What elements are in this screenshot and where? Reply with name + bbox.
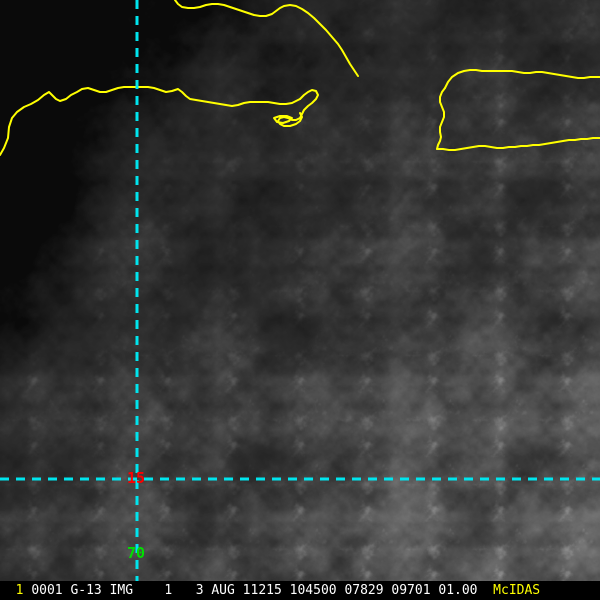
coastline-hispaniola-north — [0, 86, 301, 156]
field-element: 09701 — [391, 583, 431, 598]
latlon-grid-layer — [0, 0, 600, 581]
satellite-raster — [0, 0, 600, 581]
image-annotation-bar: 1 0001 G-13 IMG 1 3 AUG 11215 104500 078… — [0, 581, 600, 600]
coastline-hispaniola-east — [277, 89, 319, 127]
coastline-puertorico-west — [436, 87, 446, 150]
field-time: 104500 — [289, 583, 337, 598]
coastline-puertorico-south — [436, 137, 600, 151]
longitude-label: 70 — [127, 544, 146, 562]
frame-number: 1 — [15, 583, 24, 598]
map-vector-overlay — [0, 0, 600, 581]
field-line: 07829 — [344, 583, 384, 598]
field-day: 3 — [195, 583, 204, 598]
field-satellite: G-13 — [70, 583, 102, 598]
coastline-puertorico-north — [444, 69, 600, 89]
coastline-hispaniola-northshore — [174, 0, 359, 77]
satellite-image-canvas — [0, 0, 600, 581]
coastline-layer — [0, 0, 600, 156]
field-month: AUG — [211, 583, 235, 598]
field-type: IMG — [109, 583, 134, 598]
field-band: 1 — [164, 583, 173, 598]
field-julian-date: 11215 — [242, 583, 282, 598]
field-station-id: 0001 — [31, 583, 63, 598]
latitude-label: 15 — [127, 469, 146, 487]
field-resolution: 01.00 — [438, 583, 478, 598]
mcidas-brand: McIDAS — [493, 583, 541, 598]
coastline-islet — [273, 115, 293, 124]
